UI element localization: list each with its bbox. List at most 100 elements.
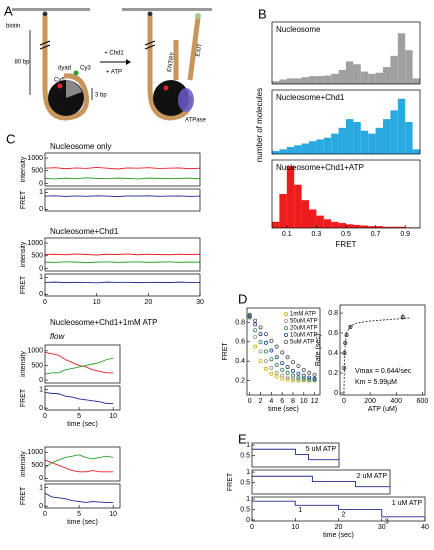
- data-line: [252, 500, 425, 518]
- data-line: [44, 167, 201, 170]
- y-axis-label: intensity: [20, 351, 27, 377]
- histogram-bar: [286, 166, 295, 228]
- histogram-title: Nucleosome+Chd1: [276, 93, 345, 102]
- y-tick-label: 0: [39, 180, 43, 187]
- y-tick-label: 0.5: [240, 479, 250, 486]
- x-tick-label: 0.1: [282, 231, 292, 238]
- data-point: [263, 332, 268, 337]
- y-tick-label: 0: [246, 517, 250, 524]
- x-tick-label: 0.7: [371, 231, 381, 238]
- x-tick-label: 0: [342, 398, 346, 405]
- y-tick-label: 0.8: [235, 319, 245, 326]
- legend-label: 50uM ATP: [290, 319, 318, 325]
- data-point: [296, 371, 301, 376]
- annotation: 2 uM ATP: [357, 473, 388, 480]
- biotin-anchor: [42, 11, 48, 17]
- plot-frame: [44, 385, 121, 411]
- histogram-bar: [346, 61, 354, 84]
- x-tick-label: 400: [390, 398, 402, 405]
- x-tick-label: 0.9: [400, 231, 410, 238]
- y-tick-label: 0.4: [328, 350, 338, 357]
- y-tick-label: 1: [39, 387, 43, 394]
- histogram-bar: [323, 219, 332, 228]
- data-line: [252, 475, 390, 488]
- cy3-dye: [73, 70, 79, 76]
- y-tick-label: 1: [246, 469, 250, 476]
- annotation: 5 uM ATP: [306, 446, 337, 453]
- y-tick-label: 0: [39, 475, 43, 482]
- histogram-bar: [368, 226, 376, 228]
- data-point: [274, 363, 279, 368]
- x-tick-label: 6: [280, 398, 284, 405]
- plot-frame: [251, 442, 340, 468]
- legend-marker: [283, 318, 288, 323]
- y-tick-label: 0.8: [328, 310, 338, 317]
- histogram-bar: [309, 76, 317, 84]
- plot-frame: [44, 237, 201, 272]
- y-tick-label: 1000: [27, 155, 43, 162]
- plot-frame: [339, 304, 426, 396]
- data-point: [253, 334, 258, 339]
- legend-label: 10uM ATP: [290, 333, 318, 339]
- y-tick-label: 500: [31, 253, 43, 260]
- histogram-bar: [294, 78, 302, 84]
- y-tick-label: 0.5: [240, 506, 250, 513]
- histogram-bar: [316, 76, 324, 84]
- plot-title: Nucleosome+Chd1: [50, 227, 119, 236]
- histogram-bar: [279, 194, 287, 228]
- histogram-bar: [353, 224, 361, 228]
- histogram-bar: [301, 143, 309, 154]
- data-point: [269, 348, 274, 353]
- data-point: [312, 376, 317, 381]
- data-point: [285, 370, 290, 375]
- y-axis-label: intensity: [20, 156, 27, 182]
- data-point: [269, 338, 274, 343]
- histogram-bar: [301, 200, 309, 228]
- histogram-bar: [397, 98, 406, 154]
- y-axis-label: Rate (sec): [315, 334, 322, 366]
- schematic: biotin 80 bp dyad Cy5 Cy3 3 bp + Chd1 + …: [6, 8, 212, 124]
- y-axis-label: FRET: [227, 472, 234, 491]
- histogram-bar: [294, 184, 302, 228]
- histogram-bar: [390, 110, 398, 154]
- break-mark: [144, 40, 156, 50]
- histogram-bar: [383, 226, 391, 228]
- histogram-bar: [301, 77, 309, 84]
- biotin-label: biotin: [6, 24, 20, 30]
- x-tick-label: 10: [291, 524, 299, 531]
- y-tick-label: 1: [39, 274, 43, 281]
- reagent-label: + ATP: [106, 70, 122, 76]
- y-tick-label: 0.5: [240, 452, 250, 459]
- data-point: [274, 355, 279, 360]
- histogram-bar: [294, 145, 302, 154]
- data-point: [296, 363, 301, 368]
- data-point: [285, 355, 290, 360]
- y-tick-label: 1000: [27, 348, 43, 355]
- nucleosome-wedge: [66, 80, 82, 98]
- histogram-bar: [331, 221, 339, 228]
- data-point: [269, 357, 274, 362]
- offset-label: 3 bp: [95, 93, 107, 99]
- data-point: [269, 371, 274, 376]
- dyad-label: dyad: [58, 66, 71, 72]
- y-axis-label: FRET: [20, 275, 27, 294]
- histogram-bar: [412, 78, 420, 84]
- atpase-label: ATPase: [185, 118, 207, 124]
- y-tick-label: 500: [31, 462, 43, 469]
- data-point: [247, 312, 252, 317]
- y-axis-label: FRET: [20, 190, 27, 209]
- data-point: [274, 370, 279, 375]
- histogram-bar: [331, 133, 339, 154]
- y-tick-label: 1: [39, 189, 43, 196]
- panel-label: C: [6, 131, 15, 146]
- legend-label: 20uM ATP: [290, 326, 318, 332]
- data-point: [348, 324, 353, 329]
- data-point: [274, 344, 279, 349]
- data-point: [307, 377, 312, 382]
- plot-frame: [251, 469, 391, 495]
- histogram-bar: [338, 127, 346, 154]
- step-label: 3: [385, 519, 389, 526]
- x-tick-label: 2: [259, 398, 263, 405]
- y-tick-label: 0.2: [235, 377, 245, 384]
- annotation: Km = 5.99µM: [355, 379, 397, 386]
